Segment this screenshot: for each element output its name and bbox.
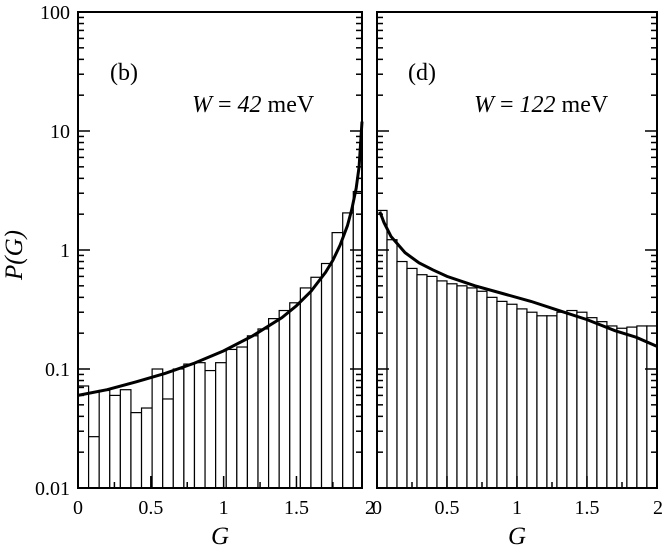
histogram-bar: [130, 412, 143, 489]
param-equals: =: [212, 92, 238, 118]
histogram-bar: [342, 212, 354, 489]
histogram-bar: [320, 262, 333, 489]
y-axis-label: P(G): [1, 230, 28, 281]
fit-curve: [378, 211, 658, 348]
param-unit: meV: [262, 92, 315, 118]
x-tick-label: 0.5: [435, 497, 460, 519]
x-tick-label: 1.5: [284, 497, 309, 519]
histogram-bar: [496, 300, 508, 489]
histogram-bar: [386, 239, 398, 489]
panel-b: 0.01 0.1 1 10 100 0 0.5 1 1.5 G (b) W = 42 meV: [35, 2, 364, 548]
histogram-bar: [416, 274, 428, 489]
x-tick-label: 2: [365, 497, 375, 519]
histogram-bar: [536, 315, 548, 489]
panel-parameter: W = 42 meV: [192, 92, 315, 118]
histogram-bar: [172, 368, 185, 489]
x-tick-label: 1: [512, 497, 522, 519]
histogram-bar: [586, 317, 598, 489]
y-tick-label: 0.1: [45, 359, 70, 381]
x-tick-label: 0: [372, 497, 382, 519]
histogram-bar: [596, 321, 608, 489]
histogram-bar: [352, 190, 363, 489]
histogram-bar: [193, 362, 206, 489]
histogram-bar: [426, 275, 438, 489]
histogram-bar: [225, 348, 238, 489]
param-variable: W: [474, 92, 496, 118]
histogram-bar: [446, 283, 458, 489]
histogram-bar: [486, 296, 498, 489]
histogram-bar: [87, 436, 100, 489]
histogram-bar: [466, 287, 478, 489]
histogram-bar: [396, 260, 408, 489]
param-value: 42: [238, 92, 262, 118]
fit-curve: [77, 121, 364, 397]
histogram-bar: [331, 232, 344, 489]
histogram-bar: [606, 325, 618, 489]
y-tick-label: 100: [40, 2, 70, 24]
panel-parameter: W = 122 meV: [474, 92, 609, 118]
panel-d: 20 0.5 1 1.5 2G(d)W = 122 meV: [365, 11, 663, 548]
histogram-bar: [119, 389, 132, 489]
histogram-bar: [267, 318, 280, 489]
x-tick-label: 0: [73, 497, 83, 519]
histogram-bar: [616, 327, 628, 489]
histogram-bar: [646, 325, 658, 489]
histogram-bar: [278, 309, 291, 489]
histogram-bar: [246, 335, 259, 489]
x-tick-label: 2: [653, 497, 663, 519]
y-tick-label: 10: [50, 121, 70, 143]
y-tick-label: 1: [60, 240, 70, 262]
x-tick-label: 0.5: [138, 497, 163, 519]
panel-tag: (b): [110, 60, 138, 86]
param-equals: =: [494, 92, 520, 118]
param-variable: W: [192, 92, 214, 118]
histogram-bar: [257, 328, 270, 489]
x-tick-label: 1: [219, 497, 229, 519]
histogram-bar: [162, 398, 174, 489]
histogram-bar: [299, 287, 312, 489]
x-tick-label: 1.5: [575, 497, 600, 519]
panel-tag: (d): [408, 60, 436, 86]
histogram-bar: [204, 369, 217, 489]
histogram-bar: [436, 280, 448, 489]
histogram-bar: [476, 290, 488, 489]
histogram-bar: [289, 302, 301, 489]
histogram-bar: [109, 394, 121, 489]
histogram-bar: [506, 303, 518, 489]
histogram-bar: [556, 311, 568, 489]
histogram-bar: [456, 285, 468, 489]
histogram-bar: [215, 362, 227, 489]
x-axis-label: G: [508, 523, 526, 548]
histogram-bar: [636, 325, 648, 489]
histogram-bar: [526, 311, 538, 489]
histogram-bar: [516, 308, 528, 489]
histogram-bar: [406, 267, 418, 489]
histogram-bar: [183, 363, 196, 489]
y-tick-label: 0.01: [35, 478, 70, 500]
histogram-bar: [546, 315, 558, 489]
x-axis-label: G: [211, 523, 229, 548]
histogram-bar: [236, 346, 249, 489]
param-unit: meV: [556, 92, 609, 118]
histogram-bar: [151, 368, 164, 489]
histogram-bar: [77, 385, 90, 489]
histogram-bar: [566, 309, 578, 489]
histogram-bar: [576, 311, 588, 489]
histogram-bar: [376, 209, 388, 489]
histogram-bar: [626, 326, 638, 489]
histogram-bar: [98, 389, 111, 489]
param-value: 122: [520, 92, 556, 118]
histogram-bar: [310, 276, 323, 489]
